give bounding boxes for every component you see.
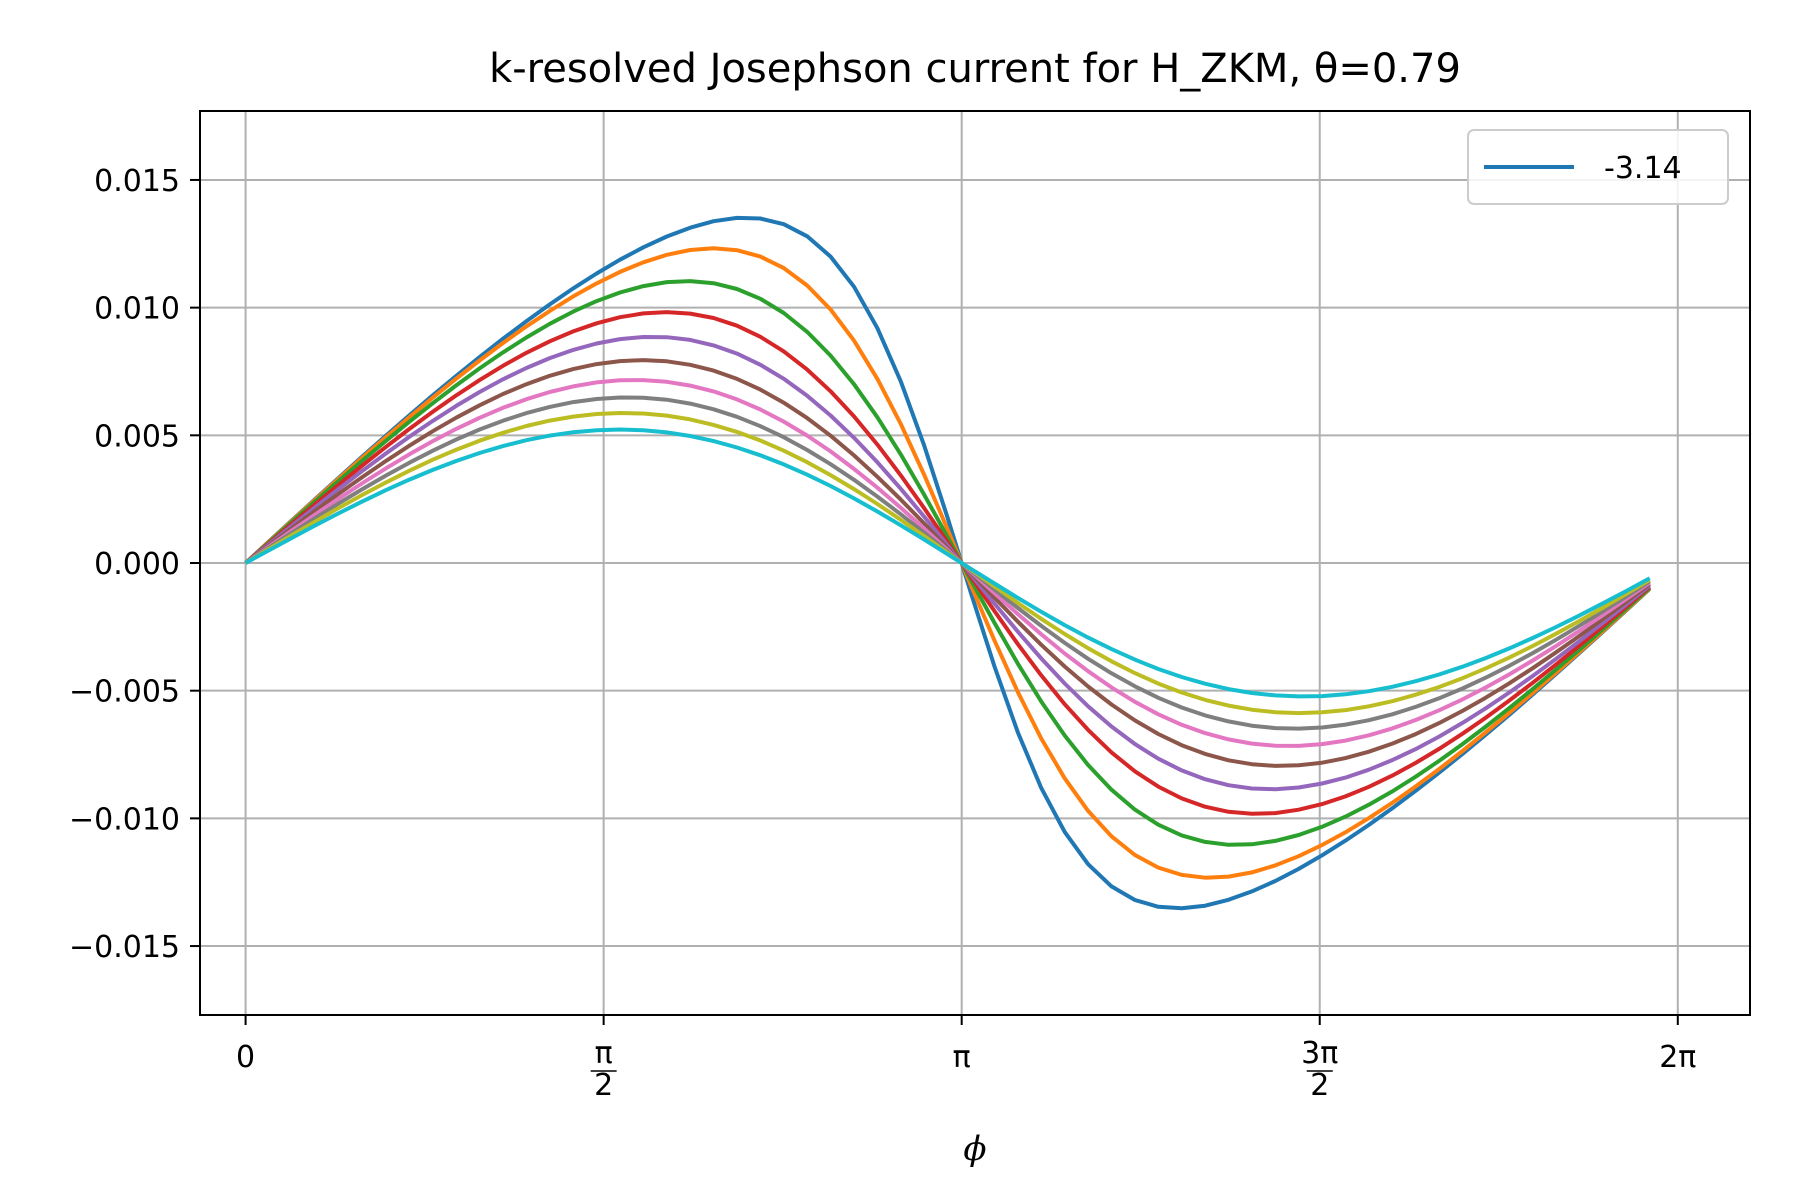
series-line-0 — [244, 215, 1652, 911]
x-tick-label-denominator: 2 — [1310, 1068, 1329, 1103]
x-axis-label: ϕ — [963, 1129, 986, 1169]
x-tick-label-numerator: π — [595, 1036, 613, 1071]
y-tick-label: 0.000 — [94, 547, 180, 582]
series-group — [244, 215, 1652, 911]
x-tick-label-denominator: 2 — [594, 1068, 613, 1103]
series-line-1 — [244, 246, 1652, 880]
series-line-9 — [244, 427, 1651, 699]
chart-title: k-resolved Josephson current for H_ZKM, … — [489, 46, 1461, 92]
x-tick-label: 2π — [1659, 1040, 1696, 1075]
x-tick-label-numerator: 3π — [1301, 1036, 1338, 1071]
x-tick-label: π — [953, 1040, 971, 1075]
x-tick-label: 0 — [236, 1040, 255, 1075]
y-tick-label: −0.015 — [69, 930, 180, 965]
ticks: 0 π2π 3π22π0.0150.0100.0050.000−0.005−0.01… — [69, 164, 1696, 1103]
legend: -3.14 — [1467, 129, 1729, 205]
y-tick-label: −0.005 — [69, 675, 180, 710]
y-tick-label: 0.015 — [94, 164, 180, 199]
y-tick-label: 0.010 — [94, 292, 180, 327]
y-tick-label: 0.005 — [94, 419, 180, 454]
legend-entry-label: -3.14 — [1604, 151, 1682, 186]
series-line-2 — [244, 279, 1652, 847]
legend-box — [1467, 129, 1729, 205]
series-line-3 — [244, 310, 1651, 816]
y-tick-label: −0.010 — [69, 802, 180, 837]
